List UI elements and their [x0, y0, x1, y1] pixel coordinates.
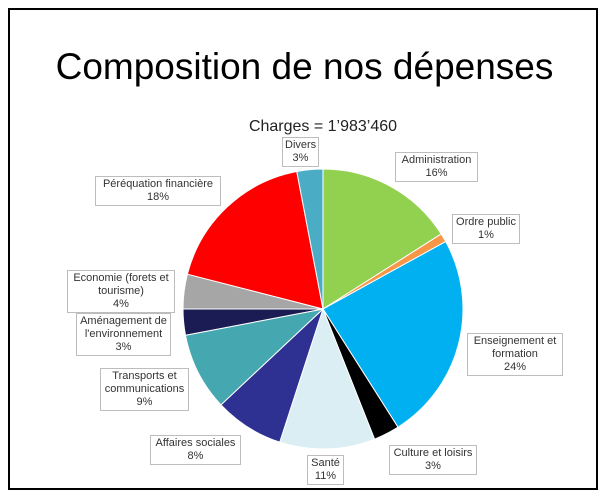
- pie-slice: [296, 168, 324, 310]
- pie-slice: [322, 168, 442, 310]
- slice-value: 3%: [292, 152, 309, 164]
- pie-slice: [279, 307, 376, 450]
- slice-label: Enseignement et formation 24%: [467, 333, 563, 376]
- slice-value: 16%: [425, 167, 448, 179]
- pie-slice: [184, 308, 325, 406]
- slice-value: 3%: [115, 341, 132, 353]
- slice-name: Santé: [311, 457, 340, 469]
- slice-value: 18%: [146, 191, 170, 203]
- slice-name: Aménagement de l'environnement: [80, 315, 167, 340]
- slice-value: 3%: [425, 460, 441, 472]
- slice-value: 4%: [113, 298, 129, 310]
- slice-label: Aménagement de l'environnement 3%: [76, 313, 171, 356]
- slice-name: Enseignement et formation: [473, 335, 557, 360]
- pie-slice: [186, 170, 324, 310]
- slice-name: Affaires sociales: [155, 437, 236, 449]
- slide-frame: [8, 8, 598, 490]
- slice-name: Economie (forets et tourisme): [73, 272, 169, 297]
- slice-name: Ordre public: [456, 216, 516, 228]
- slice-name: Divers: [285, 139, 317, 151]
- slice-name: Culture et loisirs: [393, 447, 473, 459]
- slice-name: Administration: [401, 154, 472, 166]
- slice-value: 1%: [478, 229, 494, 241]
- slice-label: Ordre public 1%: [452, 214, 520, 244]
- slice-label: Economie (forets et tourisme) 4%: [67, 270, 175, 313]
- chart-subtitle: Charges = 1’983’460: [248, 118, 398, 135]
- slice-value: 8%: [187, 450, 204, 462]
- chart-title: Composition de nos dépenses: [55, 46, 554, 87]
- slice-label: Péréquation financière 18%: [95, 176, 221, 206]
- slice-value: 9%: [136, 396, 153, 408]
- slice-label: Divers 3%: [282, 137, 319, 167]
- slice-value: 11%: [314, 470, 337, 482]
- slice-label: Santé 11%: [307, 455, 344, 485]
- slice-label: Administration 16%: [395, 152, 478, 182]
- slice-name: Péréquation financière: [102, 178, 214, 190]
- slice-label: Transports et communications 9%: [100, 368, 189, 411]
- slice-name: Transports et communications: [104, 370, 185, 395]
- slice-label: Culture et loisirs 3%: [389, 445, 477, 475]
- pie-slice: [322, 240, 464, 428]
- slice-value: 24%: [503, 361, 527, 373]
- slice-label: Affaires sociales 8%: [150, 435, 241, 465]
